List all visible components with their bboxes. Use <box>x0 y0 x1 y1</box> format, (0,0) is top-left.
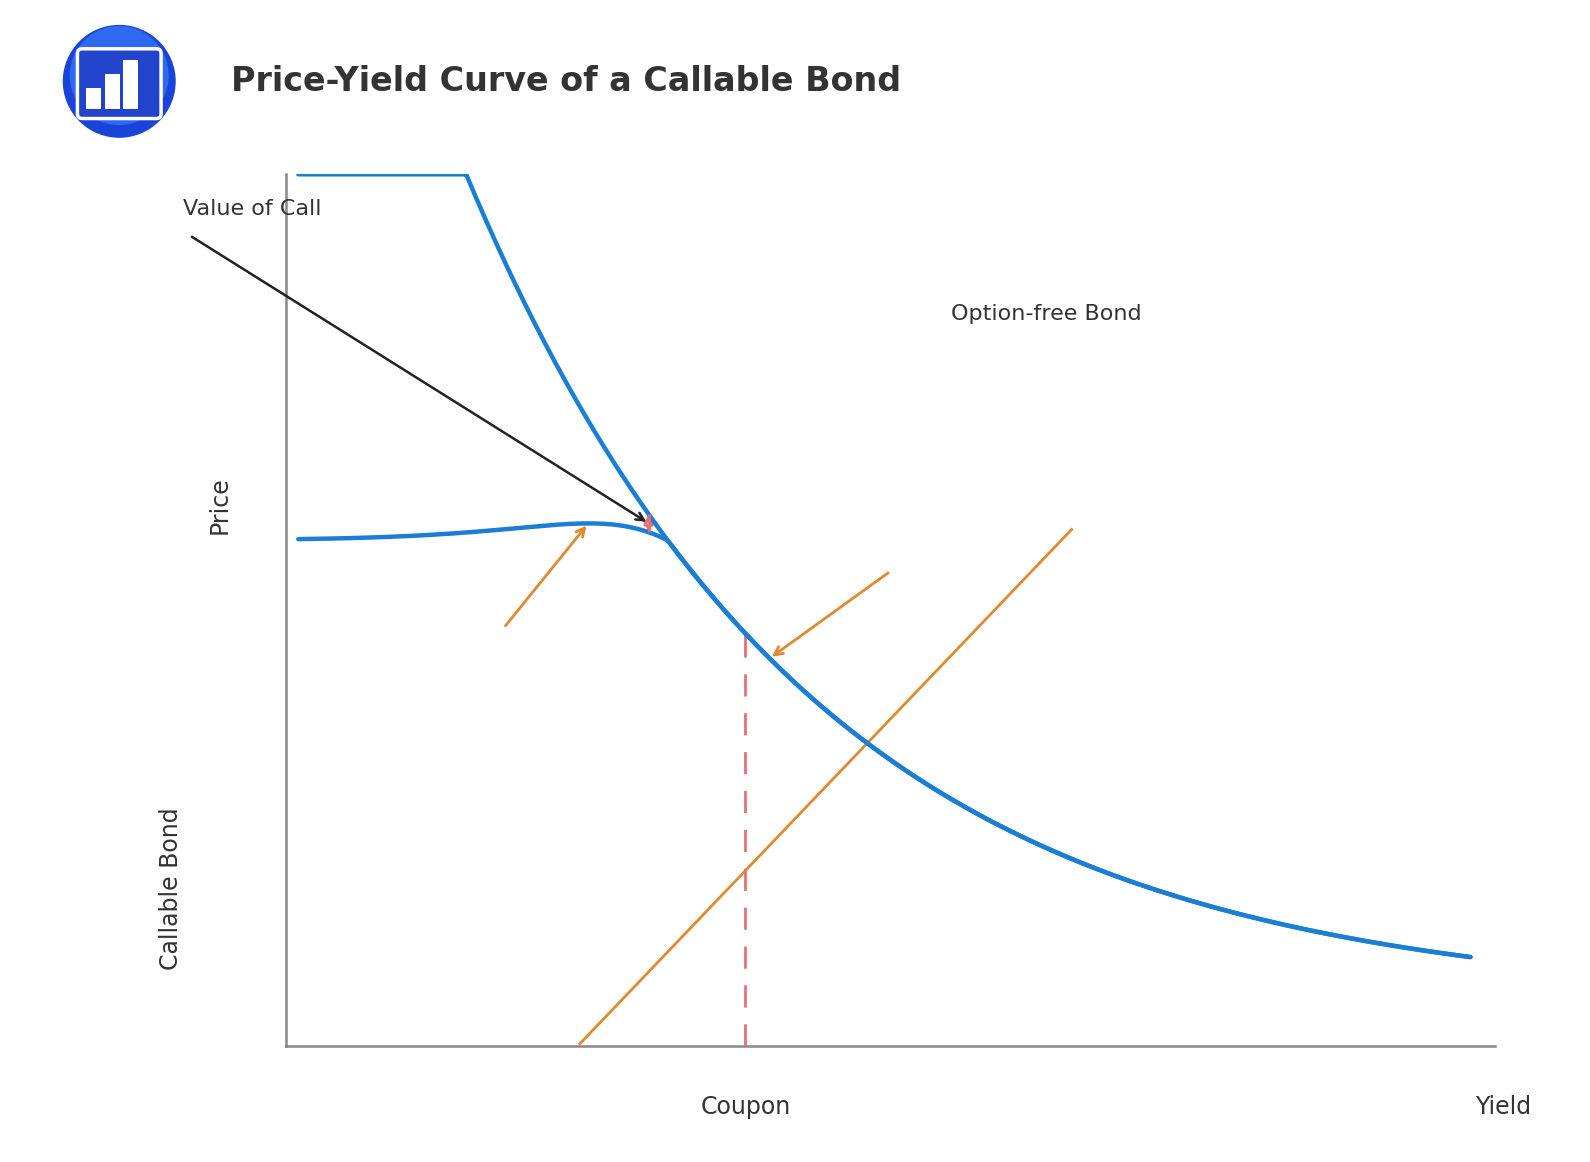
Text: Price-Yield Curve of a Callable Bond: Price-Yield Curve of a Callable Bond <box>231 65 900 98</box>
Text: Option-free Bond: Option-free Bond <box>951 303 1142 324</box>
Text: Value of Call: Value of Call <box>183 199 323 220</box>
FancyBboxPatch shape <box>78 49 161 119</box>
Bar <box>124 60 138 109</box>
Circle shape <box>70 27 169 124</box>
Circle shape <box>64 26 175 137</box>
Text: Callable Bond: Callable Bond <box>159 808 183 970</box>
Text: Price: Price <box>208 476 232 535</box>
Text: Coupon: Coupon <box>700 1095 790 1119</box>
Bar <box>86 88 102 109</box>
Bar <box>105 74 119 109</box>
Text: Yield: Yield <box>1476 1095 1531 1119</box>
